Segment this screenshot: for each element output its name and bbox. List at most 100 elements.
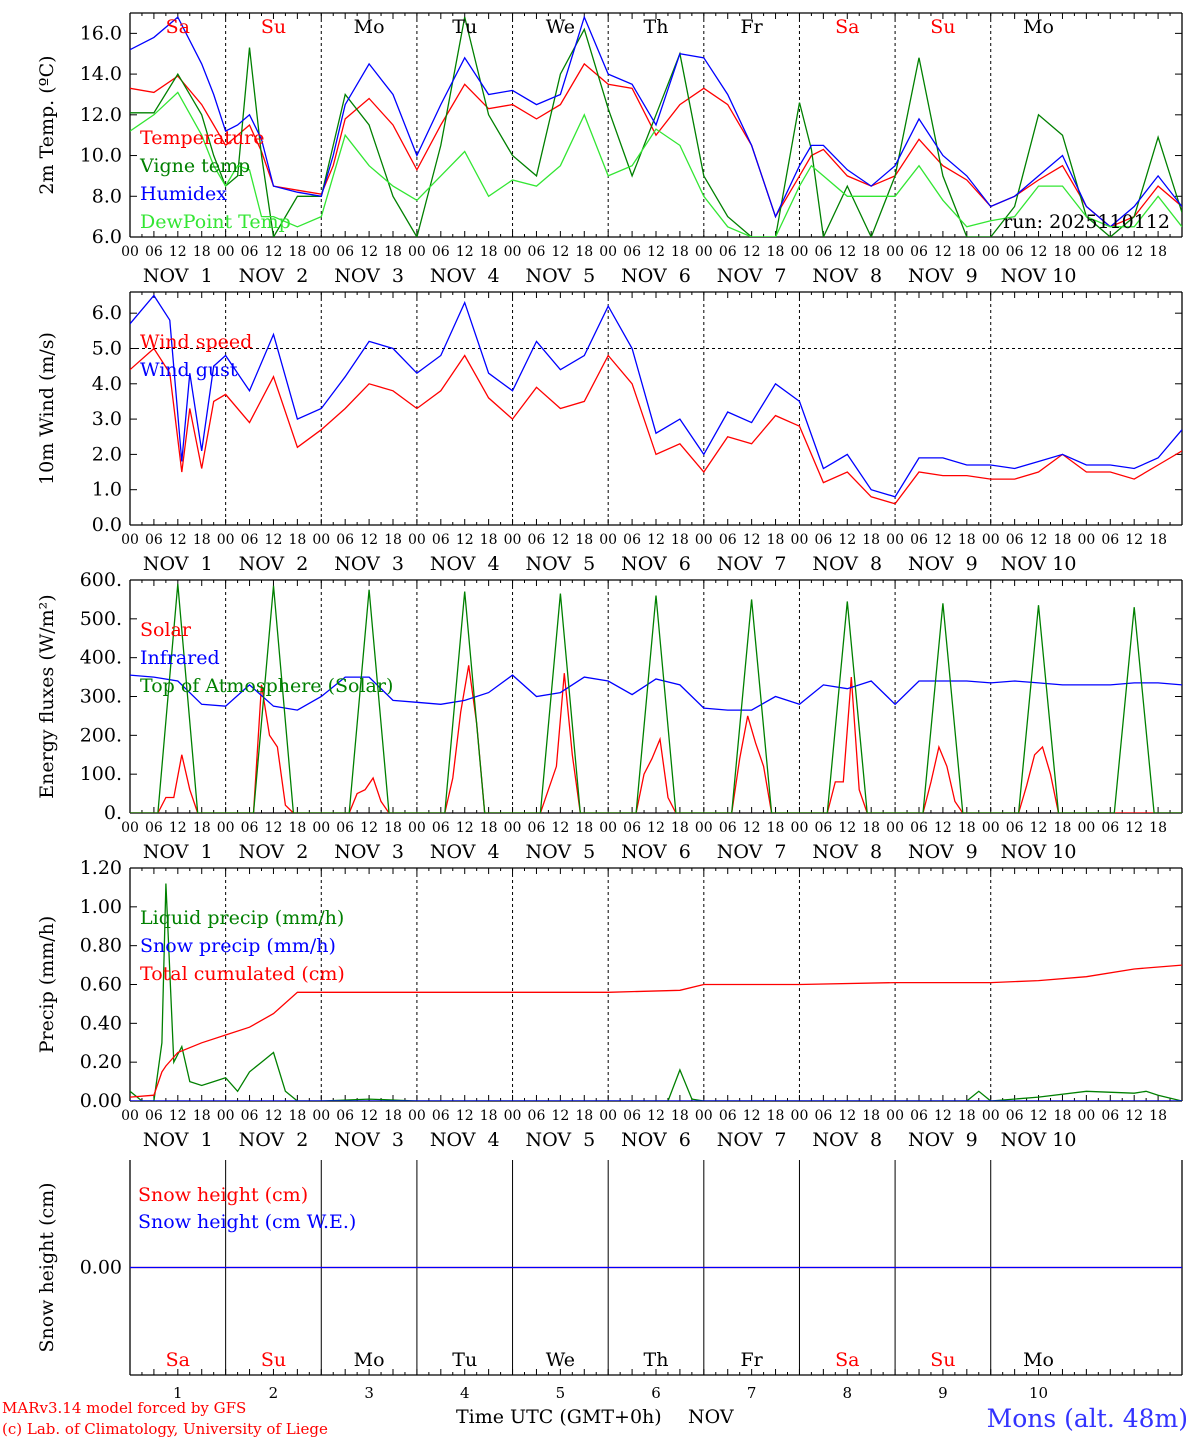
hour-tick-label: 00 [312, 532, 330, 548]
hour-tick-label: 00 [791, 1108, 809, 1124]
hour-tick-label: 06 [814, 244, 832, 260]
hour-tick-label: 06 [336, 1108, 354, 1124]
date-label: NOV 1 [143, 265, 213, 287]
hour-tick-label: 12 [551, 820, 569, 836]
date-label: NOV 7 [717, 265, 787, 287]
date-label: NOV 8 [812, 841, 882, 863]
date-label: NOV 7 [717, 553, 787, 575]
y-tick-label: 5.0 [92, 337, 122, 359]
y-tick-label: 600. [80, 569, 122, 591]
day-name-bottom: Sa [835, 1349, 859, 1371]
y-tick-label: 0.0 [92, 514, 122, 536]
hour-tick-label: 18 [1054, 532, 1072, 548]
hour-tick-label: 12 [743, 244, 761, 260]
y-tick-label: 6.0 [92, 302, 122, 324]
series-line-solar [130, 665, 1182, 813]
xaxis-month-label: NOV [688, 1406, 734, 1428]
hour-tick-label: 00 [886, 1108, 904, 1124]
day-name-top: Th [644, 16, 669, 38]
hour-tick-label: 12 [743, 820, 761, 836]
date-label: NOV 9 [908, 265, 978, 287]
hour-tick-label: 12 [169, 820, 187, 836]
date-label: NOV 8 [812, 1129, 882, 1151]
hour-tick-label: 06 [1101, 532, 1119, 548]
hour-tick-label: 00 [599, 532, 617, 548]
hour-tick-label: 18 [671, 1108, 689, 1124]
date-label: NOV 4 [430, 265, 500, 287]
hour-tick-label: 06 [336, 532, 354, 548]
hour-tick-label: 18 [288, 1108, 306, 1124]
hour-tick-label: 18 [480, 820, 498, 836]
series-line-humidex [130, 15, 1182, 228]
day-name-top: We [546, 16, 575, 38]
hour-tick-label: 00 [504, 1108, 522, 1124]
date-label: NOV 5 [525, 553, 595, 575]
y-tick-label: 0.60 [80, 974, 122, 996]
hour-tick-label: 00 [408, 820, 426, 836]
hour-tick-label: 18 [384, 244, 402, 260]
date-label: NOV 2 [239, 841, 309, 863]
hour-tick-label: 18 [671, 244, 689, 260]
hour-tick-label: 18 [958, 532, 976, 548]
hour-tick-label: 06 [1101, 1108, 1119, 1124]
date-label: NOV 10 [1001, 265, 1077, 287]
xaxis-title: Time UTC (GMT+0h) [456, 1406, 662, 1428]
hour-tick-label: 06 [336, 244, 354, 260]
hour-tick-label: 18 [288, 820, 306, 836]
hour-tick-label: 12 [1030, 532, 1048, 548]
hour-tick-label: 12 [934, 532, 952, 548]
hour-tick-label: 06 [814, 532, 832, 548]
hour-tick-label: 06 [432, 244, 450, 260]
hour-tick-label: 18 [193, 820, 211, 836]
legend-entry: Temperature [140, 127, 264, 149]
footer-model-line: MARv3.14 model forced by GFS [2, 1399, 246, 1417]
hour-tick-label: 12 [1030, 820, 1048, 836]
hour-tick-label: 12 [647, 244, 665, 260]
series-line-dewpoint-temp [130, 91, 1182, 237]
hour-tick-label: 00 [599, 244, 617, 260]
y-tick-label: 0. [104, 802, 122, 824]
date-label: NOV 3 [334, 553, 404, 575]
hour-tick-label: 06 [432, 1108, 450, 1124]
hour-tick-label: 00 [791, 820, 809, 836]
series-line-vigne-temp [130, 16, 1182, 237]
legend-entry: Humidex [140, 183, 227, 205]
hour-tick-label: 06 [145, 1108, 163, 1124]
hour-tick-label: 06 [910, 532, 928, 548]
y-axis-label: Snow height (cm) [36, 1182, 58, 1352]
series-line-total-cumulated-cm- [130, 964, 1182, 1098]
y-tick-label: 6.0 [92, 226, 122, 248]
hour-tick-label: 00 [121, 532, 139, 548]
hour-tick-label: 18 [958, 1108, 976, 1124]
legend-entry: Top of Atmosphere (Solar) [140, 675, 393, 697]
hour-tick-label: 06 [241, 1108, 259, 1124]
hour-tick-label: 00 [217, 1108, 235, 1124]
hour-tick-label: 18 [862, 244, 880, 260]
hour-tick-label: 18 [384, 820, 402, 836]
series-line-wind-gust [130, 294, 1182, 498]
date-label: NOV 4 [430, 553, 500, 575]
y-tick-label: 2.0 [92, 443, 122, 465]
hour-tick-label: 18 [1149, 820, 1167, 836]
hour-tick-label: 00 [121, 244, 139, 260]
legend-entry: Wind gust [140, 359, 238, 381]
hour-tick-label: 00 [982, 244, 1000, 260]
hour-tick-label: 12 [1030, 1108, 1048, 1124]
hour-tick-label: 18 [288, 532, 306, 548]
hour-tick-label: 06 [623, 244, 641, 260]
hour-tick-label: 18 [384, 1108, 402, 1124]
day-name-top: Tu [452, 16, 477, 38]
hour-tick-label: 06 [910, 1108, 928, 1124]
day-name-bottom: Mo [354, 1349, 385, 1371]
hour-tick-label: 06 [241, 244, 259, 260]
hour-tick-label: 00 [695, 820, 713, 836]
day-name-top: Mo [354, 16, 385, 38]
hour-tick-label: 06 [910, 820, 928, 836]
hour-tick-label: 18 [1054, 244, 1072, 260]
hour-tick-label: 00 [504, 244, 522, 260]
date-label: NOV 8 [812, 265, 882, 287]
date-label: NOV 1 [143, 553, 213, 575]
day-number: 4 [460, 1384, 470, 1402]
hour-tick-label: 06 [145, 820, 163, 836]
hour-tick-label: 18 [862, 1108, 880, 1124]
